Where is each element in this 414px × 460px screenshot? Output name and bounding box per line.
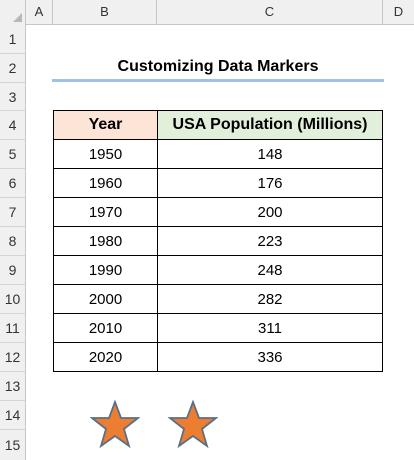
population-header-cell[interactable]: USA Population (Millions) [157, 110, 383, 140]
row-header-8[interactable]: 8 [0, 227, 25, 256]
table-header-row: Year USA Population (Millions) [53, 110, 383, 140]
population-cell[interactable]: 336 [157, 342, 383, 372]
table-row: 1980 223 [53, 226, 383, 256]
column-header-a[interactable]: A [26, 0, 53, 24]
select-all-triangle-icon [13, 13, 22, 22]
row-header-column: 1 2 3 4 5 6 7 8 9 10 11 12 13 14 15 [0, 25, 26, 460]
column-header-c[interactable]: C [157, 0, 383, 24]
select-all-corner[interactable] [0, 0, 26, 25]
year-cell[interactable]: 2000 [53, 284, 158, 314]
row-header-13[interactable]: 13 [0, 372, 25, 401]
column-header-d[interactable]: D [393, 4, 404, 19]
column-header-row: A B C D [0, 0, 414, 25]
row-header-12[interactable]: 12 [0, 343, 25, 372]
table-row: 1950 148 [53, 139, 383, 169]
table-row: 2010 311 [53, 313, 383, 343]
table-row: 1960 176 [53, 168, 383, 198]
population-table: Year USA Population (Millions) 1950 148 … [53, 110, 383, 372]
population-cell[interactable]: 148 [157, 139, 383, 169]
row-header-11[interactable]: 11 [0, 314, 25, 343]
population-cell[interactable]: 282 [157, 284, 383, 314]
title-underline [52, 79, 384, 82]
row-header-6[interactable]: 6 [0, 169, 25, 198]
row-header-3[interactable]: 3 [0, 83, 25, 111]
year-cell[interactable]: 1950 [53, 139, 158, 169]
column-header-b[interactable]: B [53, 0, 157, 24]
table-row: 2020 336 [53, 342, 383, 372]
row-header-9[interactable]: 9 [0, 256, 25, 285]
star-icon[interactable] [168, 400, 218, 448]
year-cell[interactable]: 1970 [53, 197, 158, 227]
row-header-7[interactable]: 7 [0, 198, 25, 227]
row-header-5[interactable]: 5 [0, 140, 25, 169]
year-cell[interactable]: 2020 [53, 342, 158, 372]
year-cell[interactable]: 1960 [53, 168, 158, 198]
row-header-15[interactable]: 15 [4, 437, 21, 453]
row-header-1[interactable]: 1 [0, 25, 25, 54]
population-cell[interactable]: 176 [157, 168, 383, 198]
row-header-2[interactable]: 2 [0, 54, 25, 83]
population-cell[interactable]: 311 [157, 313, 383, 343]
year-cell[interactable]: 1990 [53, 255, 158, 285]
year-cell[interactable]: 1980 [53, 226, 158, 256]
population-cell[interactable]: 200 [157, 197, 383, 227]
population-cell[interactable]: 248 [157, 255, 383, 285]
year-cell[interactable]: 2010 [53, 313, 158, 343]
star-icon[interactable] [90, 400, 140, 448]
row-header-14[interactable]: 14 [0, 401, 25, 430]
table-row: 1970 200 [53, 197, 383, 227]
year-header-cell[interactable]: Year [53, 110, 158, 140]
table-row: 1990 248 [53, 255, 383, 285]
table-row: 2000 282 [53, 284, 383, 314]
row-header-4[interactable]: 4 [0, 111, 25, 140]
sheet-title[interactable]: Customizing Data Markers [117, 58, 319, 75]
population-cell[interactable]: 223 [157, 226, 383, 256]
row-header-10[interactable]: 10 [0, 285, 25, 314]
